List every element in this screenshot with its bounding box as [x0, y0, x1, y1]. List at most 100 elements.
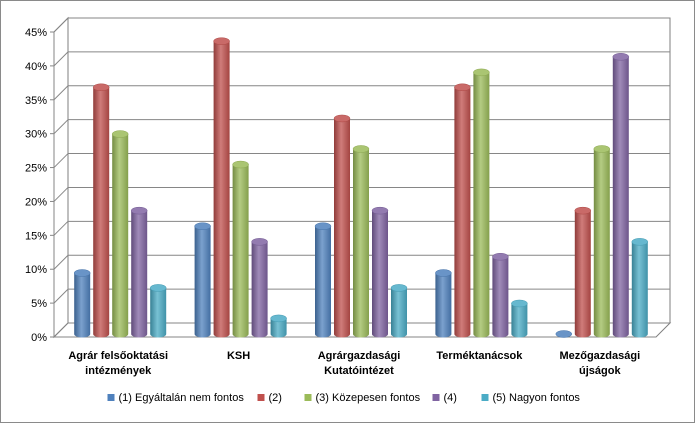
bar-top — [352, 145, 370, 153]
bar-top — [492, 252, 509, 261]
bar-body — [612, 56, 629, 338]
y-tick-label: 35% — [25, 95, 47, 107]
legend-swatch — [481, 394, 489, 401]
gridline-diagonal — [53, 322, 69, 338]
bar-body — [194, 226, 211, 338]
bar — [612, 53, 630, 338]
gridline-diagonal — [53, 187, 69, 202]
legend-label: (4) — [444, 392, 457, 404]
bar-body — [93, 87, 110, 338]
legend: (1) Egyáltalán nem fontos (2) (3) Közepese… — [107, 392, 581, 404]
side-wall — [53, 16, 69, 339]
bar — [111, 130, 129, 338]
bar — [371, 206, 389, 338]
y-tick-label: 30% — [25, 129, 47, 141]
bar — [390, 284, 408, 338]
bar-top — [92, 83, 110, 92]
legend-item: (4) — [432, 392, 457, 404]
bar-body — [593, 148, 610, 338]
bar-body — [372, 210, 388, 338]
y-tick-label: 5% — [31, 298, 47, 310]
bar — [473, 68, 490, 338]
bar — [73, 269, 91, 338]
bar-top — [251, 238, 268, 246]
bar-top — [111, 130, 129, 138]
bar — [333, 114, 351, 338]
bars — [73, 37, 649, 338]
bar — [555, 330, 573, 338]
legend-label: (5) Nagyon fontos — [493, 392, 581, 404]
bar-body — [435, 273, 452, 338]
bar-top — [314, 222, 332, 230]
legend-item: (1) Egyáltalán nem fontos — [107, 392, 244, 404]
bar-top — [454, 83, 471, 92]
bar-top — [149, 284, 167, 292]
bar-top — [194, 222, 211, 230]
bar — [454, 83, 471, 338]
bar-body — [150, 287, 167, 338]
legend-item: (2) — [257, 392, 282, 404]
bar — [130, 206, 148, 338]
bar — [270, 314, 287, 338]
x-category-label: Terméktanácsok — [436, 350, 523, 362]
bar-top — [371, 206, 389, 215]
bar — [352, 145, 370, 338]
bar-top — [435, 269, 452, 277]
legend-label: (2) — [269, 392, 282, 404]
bar — [435, 269, 452, 338]
x-axis-category-labels: Agrár felsőoktatási intézmények KSH Agrárga… — [68, 350, 640, 377]
y-tick-label: 45% — [25, 27, 47, 39]
bar-top — [390, 284, 408, 292]
y-tick-label: 10% — [25, 264, 47, 276]
legend-swatch — [432, 394, 440, 401]
y-tick-label: 25% — [25, 163, 47, 175]
legend-label: (3) Közepesen fontos — [316, 392, 421, 404]
bar-body — [454, 87, 471, 338]
y-tick-label: 15% — [25, 230, 47, 242]
bar-top — [213, 37, 230, 45]
gridline-diagonal — [53, 17, 69, 33]
bar-body — [473, 72, 490, 338]
bar-body — [315, 226, 331, 338]
bar-body — [391, 287, 407, 338]
x-category-label: Mezőgazdasági újságok — [559, 350, 640, 377]
bar — [232, 160, 249, 338]
bar-top — [593, 145, 611, 153]
bar-top — [631, 238, 649, 246]
gridline-diagonal — [53, 51, 69, 67]
bar-body — [131, 210, 148, 338]
bar-top — [511, 299, 528, 308]
bar-body — [232, 164, 249, 338]
legend-swatch — [304, 394, 312, 401]
bar-body — [353, 148, 369, 338]
bar — [631, 238, 649, 338]
gridline-diagonal — [53, 85, 69, 101]
bar-top — [73, 269, 91, 277]
bar — [92, 83, 110, 338]
legend-swatch — [107, 394, 115, 401]
bar-body — [270, 318, 287, 338]
bar-body — [511, 303, 528, 338]
bar-top — [130, 206, 148, 215]
bar — [593, 145, 611, 338]
y-tick-label: 40% — [25, 61, 47, 73]
bar-body — [631, 241, 648, 338]
bar-body — [213, 41, 230, 338]
gridline-diagonal — [53, 254, 69, 270]
gridline-diagonal — [53, 153, 69, 168]
legend-item: (3) Közepesen fontos — [304, 392, 421, 404]
bar — [194, 222, 211, 338]
bar-body — [112, 134, 129, 338]
legend-item: (5) Nagyon fontos — [481, 392, 581, 404]
bar-top — [232, 160, 249, 169]
bar-top — [574, 206, 592, 215]
bar-body — [574, 210, 591, 338]
bar-top — [473, 68, 490, 77]
y-tick-label: 20% — [25, 196, 47, 208]
bar — [149, 284, 167, 338]
gridline-diagonal — [53, 288, 69, 304]
gridline-diagonal — [53, 119, 69, 135]
bar-top — [333, 114, 351, 123]
